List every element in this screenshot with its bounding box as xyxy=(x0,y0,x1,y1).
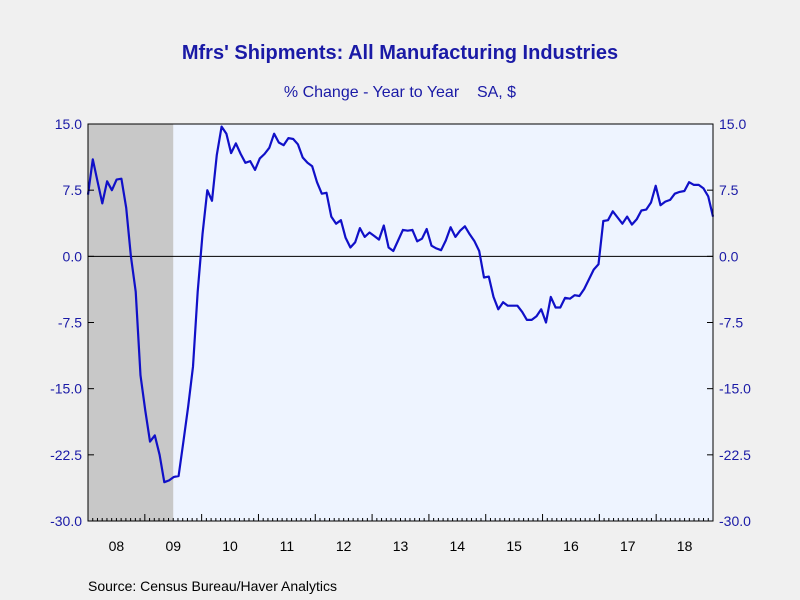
x-tick-label: 18 xyxy=(677,538,693,554)
right-tick-label: -15.0 xyxy=(719,381,751,397)
x-tick-label: 16 xyxy=(563,538,579,554)
x-axis: 08 09 10 11 12 13 14 15 16 17 18 xyxy=(87,514,714,554)
series-line-shipments-yoy xyxy=(86,125,715,484)
left-axis: 15.0 7.5 0.0 -7.5 -15.0 -22.5 -30.0 xyxy=(50,116,94,529)
x-tick-label: 09 xyxy=(165,538,181,554)
right-tick-label: 7.5 xyxy=(719,182,739,198)
left-tick-label: 0.0 xyxy=(63,248,83,264)
x-tick-label: 14 xyxy=(450,538,466,554)
x-tick-label: 12 xyxy=(336,538,352,554)
x-tick-label: 11 xyxy=(280,538,295,554)
chart-subtitle: % Change - Year to Year SA, $ xyxy=(284,84,516,101)
left-tick-label: -7.5 xyxy=(58,315,82,331)
left-tick-label: 7.5 xyxy=(63,182,83,198)
x-tick-label: 10 xyxy=(222,538,238,554)
left-tick-label: -30.0 xyxy=(50,513,82,529)
plot-area xyxy=(88,124,713,521)
source-note: Source: Census Bureau/Haver Analytics xyxy=(88,578,337,594)
left-tick-label: 15.0 xyxy=(55,116,82,132)
left-tick-label: -22.5 xyxy=(50,447,82,463)
right-tick-label: 15.0 xyxy=(719,116,746,132)
right-tick-label: -30.0 xyxy=(719,513,751,529)
chart-title: Mfrs' Shipments: All Manufacturing Indus… xyxy=(182,42,618,64)
right-tick-label: -7.5 xyxy=(719,315,743,331)
right-axis: 15.0 7.5 0.0 -7.5 -15.0 -22.5 -30.0 xyxy=(707,116,751,529)
x-tick-label: 17 xyxy=(620,538,636,554)
left-tick-label: -15.0 xyxy=(50,381,82,397)
right-tick-label: 0.0 xyxy=(719,248,739,264)
right-tick-label: -22.5 xyxy=(719,447,751,463)
x-tick-label: 13 xyxy=(393,538,409,554)
x-tick-label: 15 xyxy=(506,538,522,554)
x-tick-label: 08 xyxy=(109,538,125,554)
